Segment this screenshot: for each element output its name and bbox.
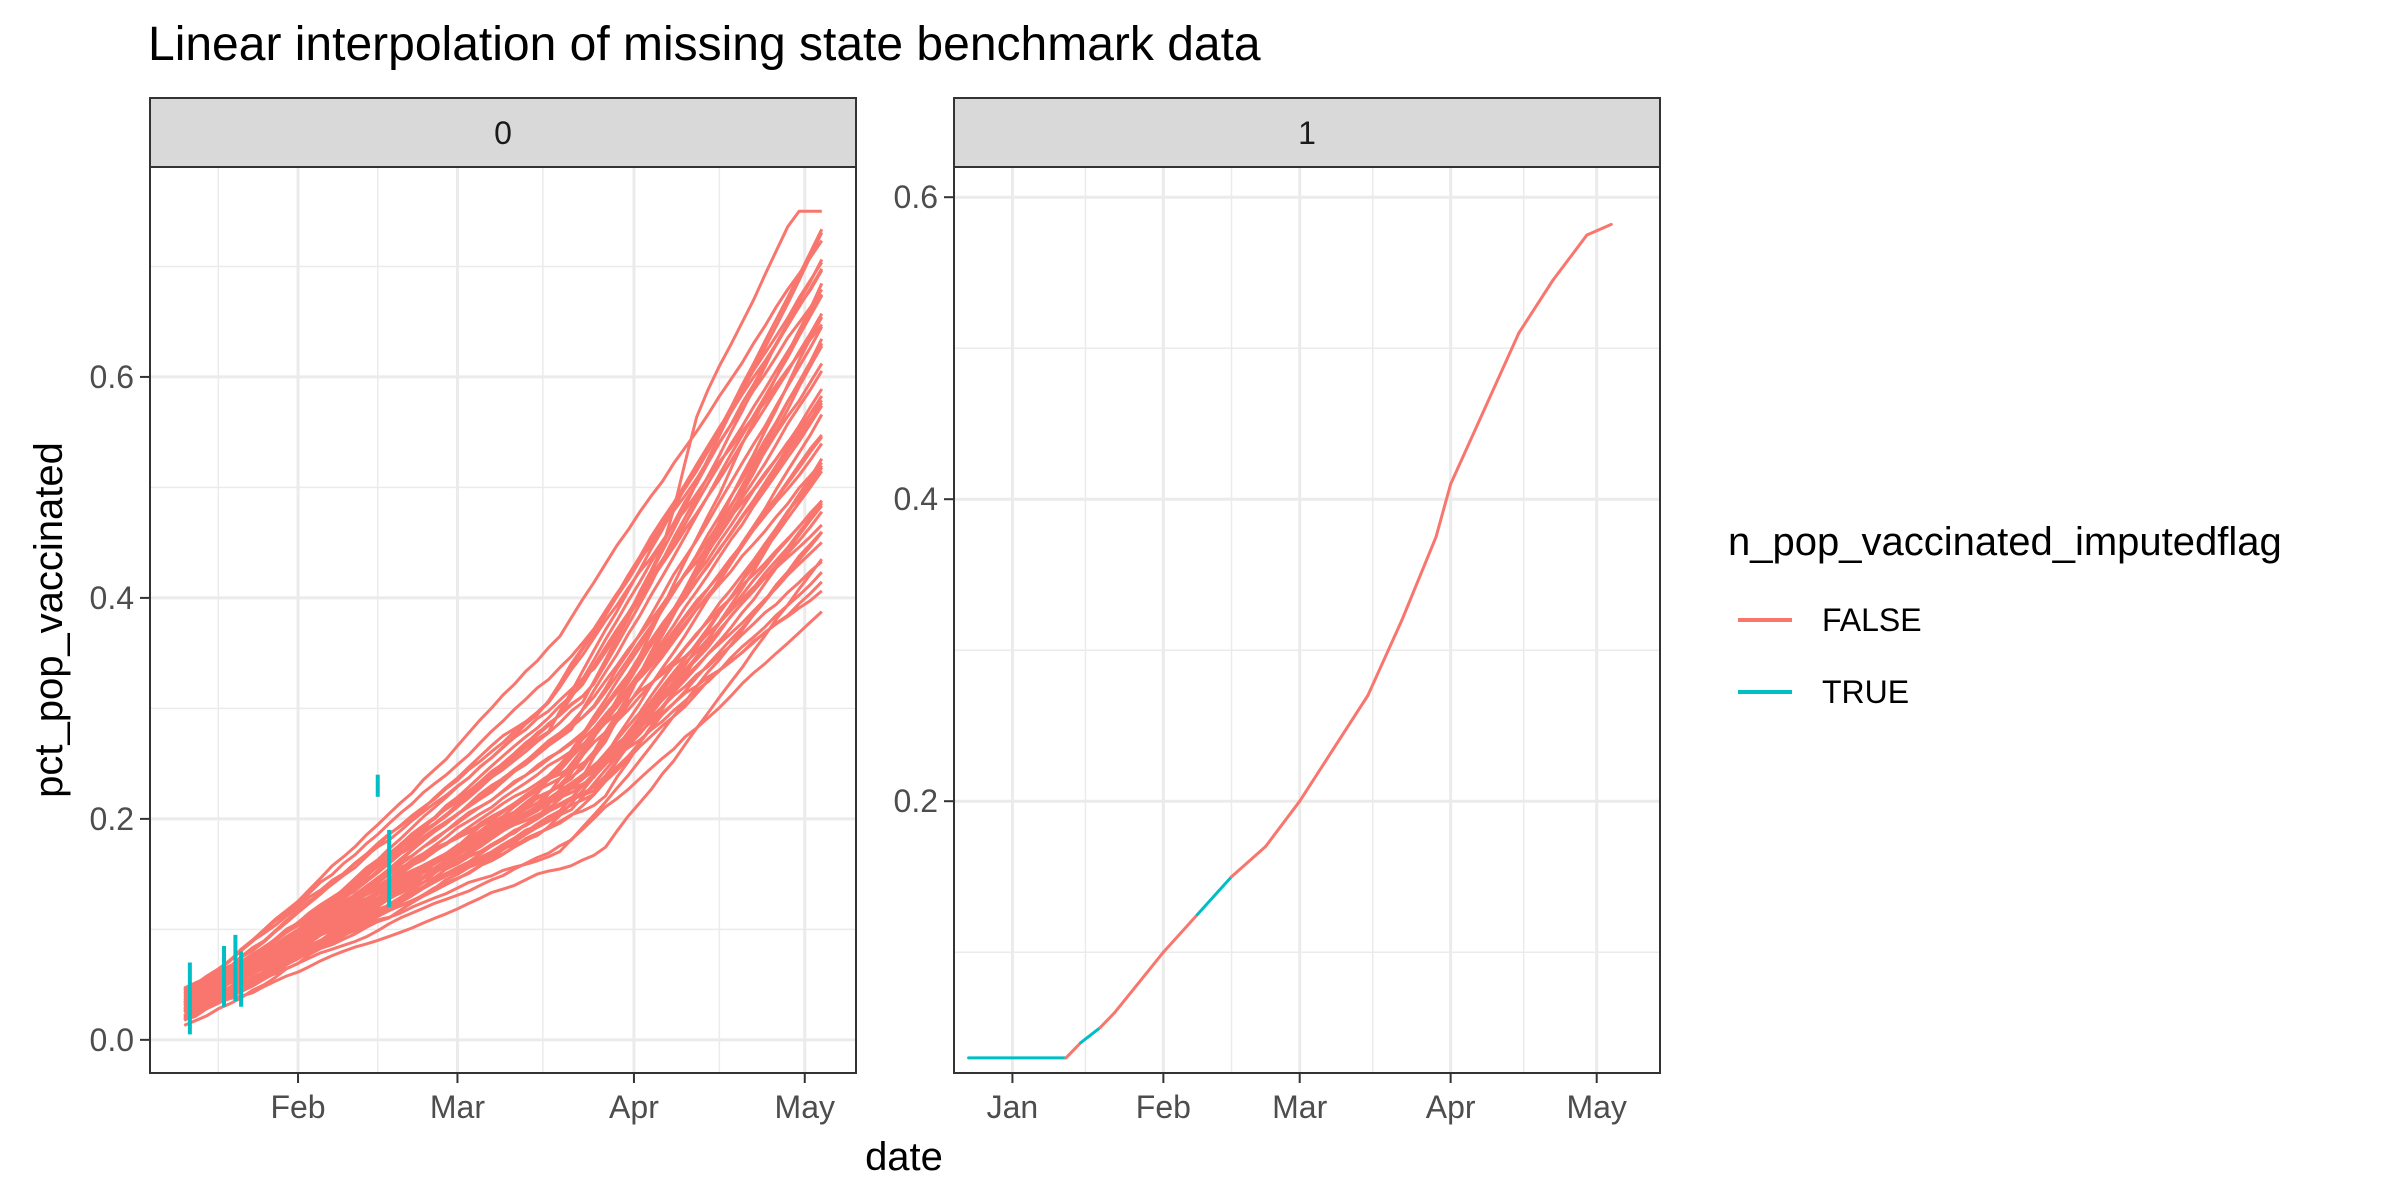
series-segment (1483, 331, 1521, 411)
series-segment (1434, 482, 1453, 539)
series-segment (1230, 845, 1268, 879)
x-tick-label: Jan (987, 1089, 1039, 1125)
y-tick-label: 0.4 (894, 481, 938, 517)
y-tick-label: 0.4 (90, 580, 134, 616)
chart-title: Linear interpolation of missing state be… (148, 18, 1261, 71)
x-tick-label: Apr (1426, 1089, 1476, 1125)
series-segment (1064, 1041, 1083, 1060)
series-segment (1195, 875, 1234, 916)
x-tick-label: Feb (270, 1089, 325, 1125)
legend-label-true: TRUE (1822, 674, 1909, 710)
panel-1: 1 Jan Feb Mar Apr May 0.2 0.4 0.6 (894, 97, 1661, 1125)
legend-label-false: FALSE (1822, 602, 1922, 638)
series-segment (1449, 407, 1487, 486)
panel-1-strip-label: 1 (1298, 115, 1316, 151)
panel-1-series (967, 222, 1613, 1060)
y-tick-label: 0.6 (90, 359, 134, 395)
series-segment (1264, 799, 1302, 848)
panel-1-grid (954, 167, 1660, 1073)
panel-0-strip (149, 97, 857, 168)
x-tick-label: Feb (1136, 1089, 1191, 1125)
series-segment (1098, 1011, 1117, 1030)
state-series-line (183, 261, 824, 992)
x-tick-label: Mar (430, 1089, 485, 1125)
state-series-line (183, 558, 823, 1010)
y-tick-label: 0.2 (894, 783, 938, 819)
legend: n_pop_vaccinated_imputedflag FALSE TRUE (1728, 520, 2282, 710)
x-axis-title: date (865, 1135, 943, 1179)
y-axis-title: pct_pop_vaccinated (27, 442, 71, 798)
state-series-line (183, 323, 823, 1000)
state-series-line (183, 342, 824, 1017)
state-series-line (183, 258, 824, 1014)
series-segment (1400, 535, 1438, 622)
series-segment (1298, 746, 1336, 803)
series-segment (1113, 980, 1141, 1015)
legend-title: n_pop_vaccinated_imputedflag (1728, 520, 2282, 564)
state-series-line (183, 239, 824, 999)
panel-0-series (183, 209, 824, 1035)
x-tick-label: May (1566, 1089, 1626, 1125)
series-segment (1517, 278, 1555, 335)
panel-0: 0 Feb Mar Apr May 0.0 0.2 0.4 0.6 (90, 97, 857, 1125)
panel-1-axis-ticks: Jan Feb Mar Apr May 0.2 0.4 0.6 (894, 179, 1627, 1125)
panel-0-strip-label: 0 (494, 115, 512, 151)
state-series-line (183, 316, 824, 1022)
series-segment (1079, 1026, 1102, 1045)
state-series-line (183, 209, 822, 1019)
panel-1-strip (953, 97, 1661, 168)
state-series-line (183, 231, 824, 1017)
series-segment (1551, 233, 1589, 282)
x-tick-label: Apr (609, 1089, 659, 1125)
y-tick-label: 0.0 (90, 1022, 134, 1058)
x-tick-label: May (775, 1089, 835, 1125)
panel-0-axis-ticks: Feb Mar Apr May 0.0 0.2 0.4 0.6 (90, 359, 835, 1125)
y-tick-label: 0.2 (90, 801, 134, 837)
series-segment (1161, 912, 1199, 954)
state-series-line (183, 338, 824, 1008)
y-tick-label: 0.6 (894, 179, 938, 215)
series-segment (1366, 618, 1404, 697)
state-series-line (183, 325, 824, 996)
series-segment (1332, 694, 1370, 750)
series-segment (1585, 222, 1613, 237)
series-segment (1137, 950, 1165, 984)
panel-1-border (953, 166, 1661, 1074)
x-tick-label: Mar (1272, 1089, 1327, 1125)
